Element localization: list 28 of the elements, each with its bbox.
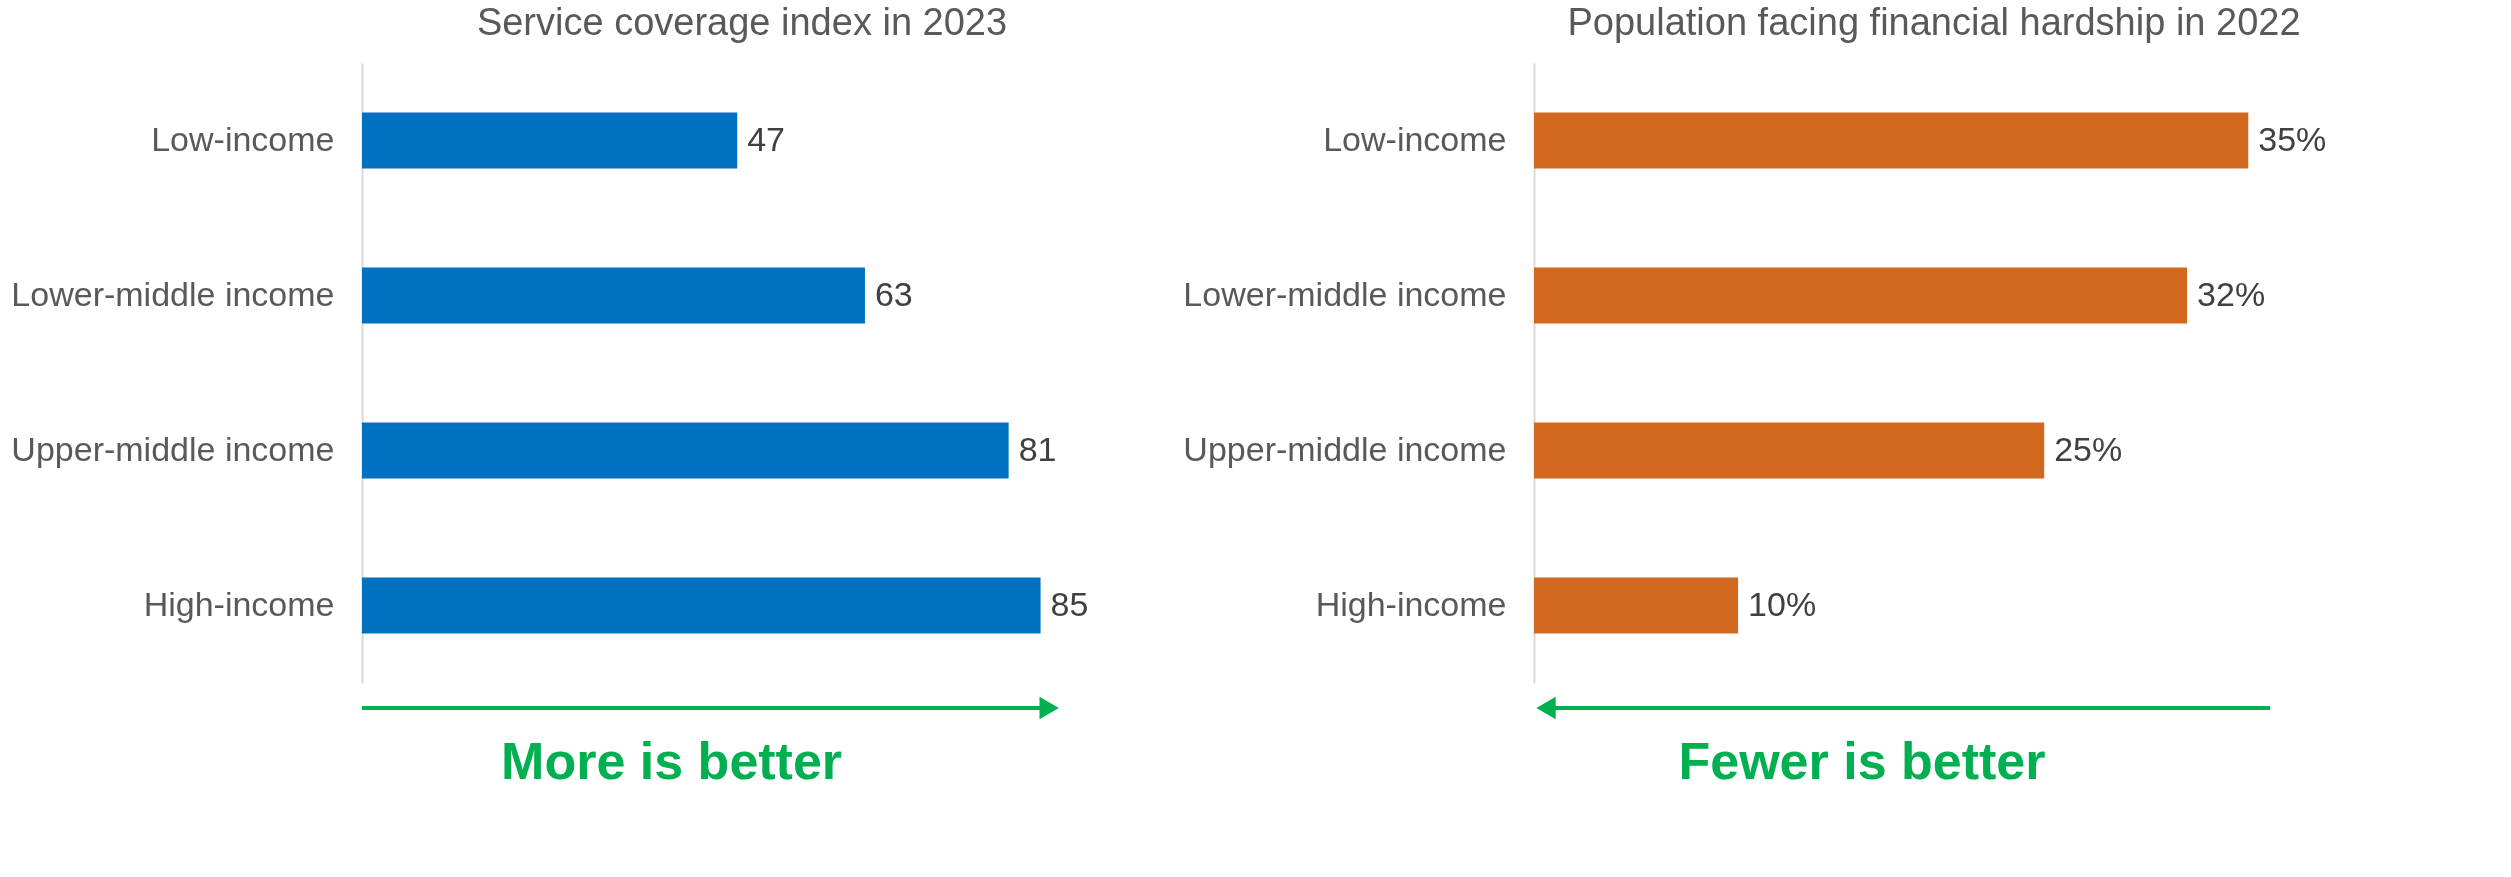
chart-title: Population facing financial hardship in 2022 xyxy=(1567,1,2301,43)
data-label: 81 xyxy=(1018,429,1057,468)
y-tick-label: High-income xyxy=(143,584,335,623)
data-label: 47 xyxy=(747,119,786,158)
bar xyxy=(1534,577,1739,634)
bar xyxy=(362,112,738,169)
data-label: 63 xyxy=(874,274,913,313)
bar xyxy=(1534,422,2045,479)
bar xyxy=(362,577,1041,634)
y-tick-label: Low-income xyxy=(1323,119,1507,158)
bar xyxy=(362,267,865,324)
data-label: 85 xyxy=(1050,584,1089,623)
y-tick-label: Lower-middle income xyxy=(11,274,335,313)
y-tick-label: High-income xyxy=(1315,584,1507,623)
bar xyxy=(362,422,1009,479)
text: Fewer is better xyxy=(1678,732,2046,790)
y-tick-label: Upper-middle income xyxy=(1183,429,1507,468)
text: More is better xyxy=(501,732,843,790)
y-tick-label: Low-income xyxy=(151,119,335,158)
data-label: 32% xyxy=(2197,274,2266,313)
y-tick-label: Upper-middle income xyxy=(11,429,335,468)
bar xyxy=(1534,267,2188,324)
bar xyxy=(1534,112,2249,169)
chart-title: Service coverage index in 2023 xyxy=(476,1,1008,43)
data-label: 25% xyxy=(2054,429,2123,468)
data-label: 35% xyxy=(2258,119,2327,158)
data-label: 10% xyxy=(1748,584,1817,623)
y-tick-label: Lower-middle income xyxy=(1183,274,1507,313)
